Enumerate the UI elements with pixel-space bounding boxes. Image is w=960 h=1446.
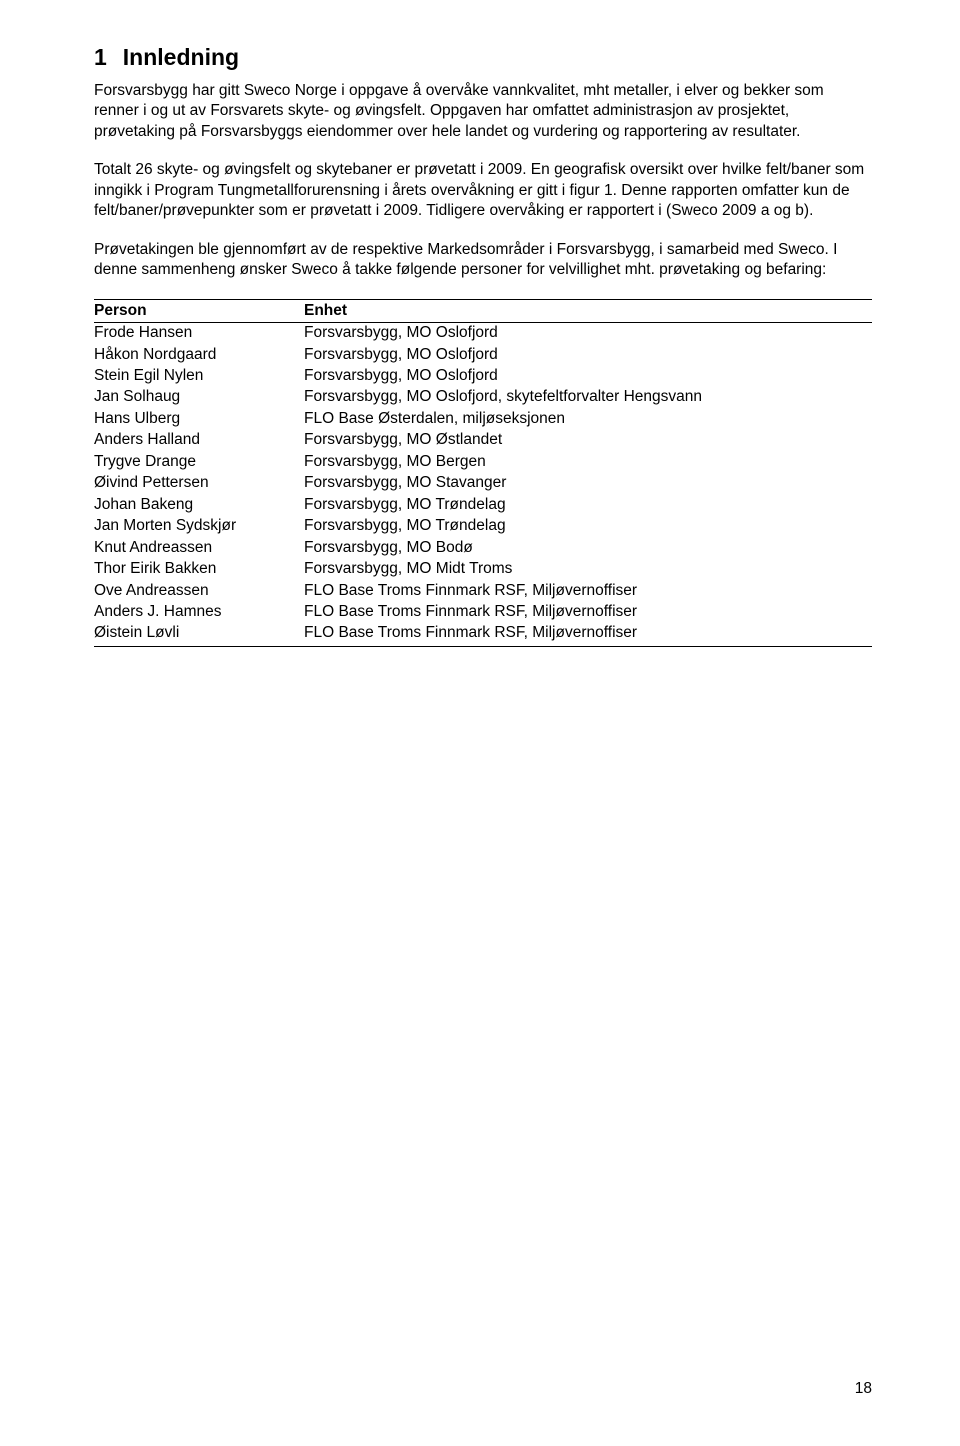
cell-person: Stein Egil Nylen [94,366,304,387]
table-row: Trygve DrangeForsvarsbygg, MO Bergen [94,451,872,472]
table-row: Anders J. HamnesFLO Base Troms Finnmark … [94,602,872,623]
cell-person: Jan Solhaug [94,387,304,408]
cell-enhet: Forsvarsbygg, MO Trøndelag [304,516,872,537]
table-row: Jan SolhaugForsvarsbygg, MO Oslofjord, s… [94,387,872,408]
table-row: Jan Morten SydskjørForsvarsbygg, MO Trøn… [94,516,872,537]
table-row: Frode HansenForsvarsbygg, MO Oslofjord [94,322,872,344]
paragraph-1: Forsvarsbygg har gitt Sweco Norge i oppg… [94,81,872,142]
table-row: Ove AndreassenFLO Base Troms Finnmark RS… [94,580,872,601]
page-number: 18 [855,1380,872,1398]
table-row: Hans UlbergFLO Base Østerdalen, miljøsek… [94,408,872,429]
cell-enhet: Forsvarsbygg, MO Trøndelag [304,494,872,515]
cell-person: Øivind Pettersen [94,473,304,494]
table-row: Håkon NordgaardForsvarsbygg, MO Oslofjor… [94,344,872,365]
cell-enhet: Forsvarsbygg, MO Østlandet [304,430,872,451]
cell-person: Knut Andreassen [94,537,304,558]
header-enhet: Enhet [304,299,872,322]
section-number: 1 [94,44,107,71]
cell-enhet: Forsvarsbygg, MO Oslofjord, skytefeltfor… [304,387,872,408]
cell-enhet: FLO Base Østerdalen, miljøseksjonen [304,408,872,429]
cell-enhet: FLO Base Troms Finnmark RSF, Miljøvernof… [304,623,872,646]
header-person: Person [94,299,304,322]
cell-person: Ove Andreassen [94,580,304,601]
cell-person: Hans Ulberg [94,408,304,429]
cell-person: Håkon Nordgaard [94,344,304,365]
cell-enhet: Forsvarsbygg, MO Oslofjord [304,344,872,365]
table-row: Knut AndreassenForsvarsbygg, MO Bodø [94,537,872,558]
table-row: Thor Eirik BakkenForsvarsbygg, MO Midt T… [94,559,872,580]
person-enhet-table: Person Enhet Frode HansenForsvarsbygg, M… [94,299,872,647]
cell-enhet: FLO Base Troms Finnmark RSF, Miljøvernof… [304,580,872,601]
section-title: Innledning [123,44,239,70]
cell-person: Anders Halland [94,430,304,451]
paragraph-2: Totalt 26 skyte- og øvingsfelt og skyteb… [94,160,872,221]
paragraph-3: Prøvetakingen ble gjennomført av de resp… [94,240,872,281]
cell-enhet: Forsvarsbygg, MO Oslofjord [304,366,872,387]
table-header-row: Person Enhet [94,299,872,322]
cell-enhet: Forsvarsbygg, MO Bodø [304,537,872,558]
cell-enhet: FLO Base Troms Finnmark RSF, Miljøvernof… [304,602,872,623]
cell-person: Anders J. Hamnes [94,602,304,623]
table-row: Øistein LøvliFLO Base Troms Finnmark RSF… [94,623,872,646]
cell-enhet: Forsvarsbygg, MO Stavanger [304,473,872,494]
table-row: Johan BakengForsvarsbygg, MO Trøndelag [94,494,872,515]
cell-person: Jan Morten Sydskjør [94,516,304,537]
cell-enhet: Forsvarsbygg, MO Midt Troms [304,559,872,580]
cell-person: Johan Bakeng [94,494,304,515]
table-row: Anders HallandForsvarsbygg, MO Østlandet [94,430,872,451]
cell-person: Thor Eirik Bakken [94,559,304,580]
table-row: Øivind PettersenForsvarsbygg, MO Stavang… [94,473,872,494]
table-row: Stein Egil NylenForsvarsbygg, MO Oslofjo… [94,366,872,387]
cell-enhet: Forsvarsbygg, MO Bergen [304,451,872,472]
cell-person: Trygve Drange [94,451,304,472]
cell-enhet: Forsvarsbygg, MO Oslofjord [304,322,872,344]
section-heading: 1 Innledning [94,44,872,71]
cell-person: Øistein Løvli [94,623,304,646]
cell-person: Frode Hansen [94,322,304,344]
